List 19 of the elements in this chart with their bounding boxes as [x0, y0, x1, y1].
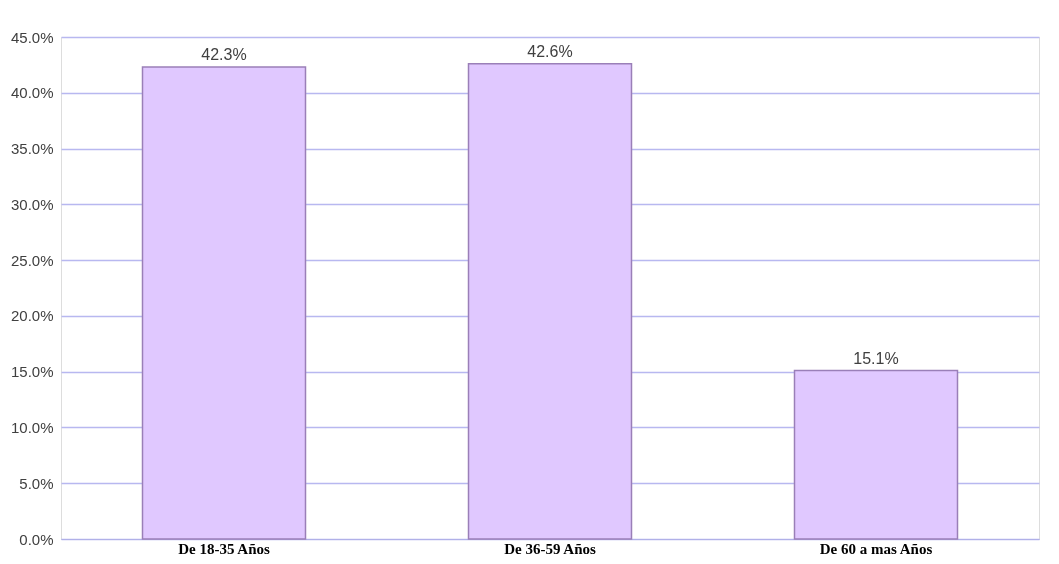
y-tick-label: 25.0%: [10, 251, 54, 269]
data-label: 42.3%: [201, 46, 247, 64]
y-tick-label: 5.0%: [19, 474, 54, 492]
bar: [141, 66, 307, 540]
bar: [793, 369, 959, 540]
y-tick-label: 40.0%: [10, 84, 54, 102]
x-tick-label: De 18-35 Años: [178, 540, 270, 557]
y-tick-label: 0.0%: [19, 530, 54, 548]
y-tick-label: 10.0%: [10, 418, 54, 436]
y-tick-label: 35.0%: [10, 140, 54, 158]
data-label: 42.6%: [527, 42, 573, 60]
y-tick-label: 15.0%: [10, 363, 54, 381]
y-tick-label: 30.0%: [10, 195, 54, 213]
x-tick-label: De 36-59 Años: [504, 540, 596, 557]
x-tick-label: De 60 a mas Años: [819, 540, 933, 557]
bar: [467, 63, 633, 540]
data-label: 15.1%: [853, 349, 899, 367]
y-tick-label: 20.0%: [10, 307, 54, 325]
y-tick-label: 45.0%: [10, 28, 54, 46]
